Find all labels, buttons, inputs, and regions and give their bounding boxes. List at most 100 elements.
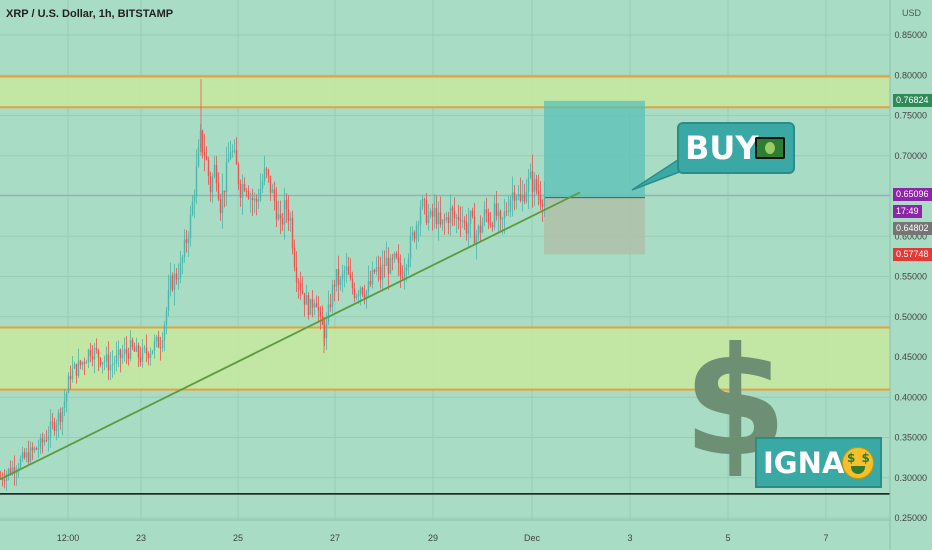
target-price-tag: 0.76824	[893, 94, 932, 107]
y-tick-label: 0.50000	[894, 312, 927, 322]
candle-body	[63, 401, 66, 408]
candle-body	[185, 239, 188, 243]
candle-body	[51, 421, 54, 423]
candle-body	[477, 225, 480, 236]
candle-body	[47, 436, 50, 441]
candle-body	[397, 257, 400, 264]
candle-body	[507, 211, 510, 213]
candle-body	[77, 360, 80, 376]
candle-body	[55, 424, 58, 431]
candle-body	[149, 353, 152, 359]
candle-body	[115, 354, 118, 364]
candle-body	[481, 222, 484, 233]
candle-body	[169, 275, 172, 290]
candle-body	[371, 269, 374, 285]
candle-body	[145, 347, 148, 354]
candle-body	[377, 267, 380, 269]
x-axis: 12:00 23 25 27 29 Dec 3 5 7	[0, 519, 890, 543]
x-tick-label: 29	[428, 533, 438, 543]
candle-body	[365, 290, 368, 300]
candle-body	[275, 200, 278, 220]
x-tick-label: 23	[136, 533, 146, 543]
candle-body	[315, 303, 318, 308]
candle-body	[65, 392, 68, 402]
candle-body	[387, 257, 390, 274]
candle-body	[107, 354, 110, 371]
candle-body	[445, 217, 448, 221]
candle-body	[231, 151, 234, 153]
candle-body	[21, 452, 24, 459]
candle-body	[209, 175, 212, 193]
candle-body	[227, 158, 230, 163]
candle-body	[373, 269, 376, 273]
candle-body	[123, 349, 126, 355]
candle-body	[467, 224, 470, 234]
trendline-layer[interactable]	[0, 191, 581, 481]
candle-body	[525, 191, 528, 202]
candle-body	[133, 347, 136, 352]
candle-body	[39, 438, 42, 449]
candle-body	[493, 203, 496, 228]
profit-zone	[544, 100, 645, 198]
position-box[interactable]	[544, 100, 691, 255]
candle-body	[37, 448, 40, 450]
candle-body	[129, 339, 132, 359]
x-tick-label: 5	[725, 533, 730, 543]
candle-body	[201, 130, 204, 153]
candle-body	[35, 447, 38, 450]
candle-body	[395, 253, 398, 258]
candle-body	[59, 412, 62, 422]
candle-body	[203, 152, 206, 157]
candle-body	[461, 220, 464, 222]
candle-body	[317, 307, 320, 311]
candle-body	[367, 280, 370, 291]
candle-body	[443, 219, 446, 221]
candle-body	[113, 363, 116, 365]
candle-body	[515, 196, 518, 201]
candle-body	[53, 422, 56, 431]
candle-body	[335, 268, 338, 287]
candle-body	[33, 447, 36, 451]
candle-body	[407, 258, 410, 268]
candle-body	[323, 324, 326, 339]
candle-body	[279, 214, 282, 219]
candle-body	[127, 353, 130, 359]
candle-body	[425, 200, 428, 224]
candle-body	[211, 176, 214, 193]
x-tick-label: 12:00	[57, 533, 80, 543]
candle-body	[541, 204, 544, 207]
candle-body	[429, 211, 432, 216]
candle-body	[217, 183, 220, 200]
candle-body	[513, 192, 516, 201]
candle-body	[61, 407, 64, 422]
current-price-tag: 0.65096	[893, 188, 932, 201]
candle-body	[161, 340, 164, 348]
y-tick-label: 0.60000	[894, 231, 927, 241]
candle-body	[421, 199, 424, 208]
candle-body	[93, 347, 96, 360]
candle-body	[535, 179, 538, 191]
candle-body	[537, 190, 540, 195]
candle-body	[457, 217, 460, 220]
candle-body	[223, 190, 226, 193]
candle-body	[181, 257, 184, 263]
candle-body	[23, 452, 26, 458]
candle-body	[339, 279, 342, 286]
candle-body	[417, 224, 420, 226]
candle-body	[119, 349, 122, 359]
candle-body	[447, 217, 450, 224]
candle-body	[147, 353, 150, 359]
candle-body	[451, 207, 454, 212]
candle-body	[11, 467, 14, 474]
candle-body	[359, 287, 362, 295]
candle-body	[375, 267, 378, 273]
candle-body	[43, 439, 46, 443]
candle-body	[465, 222, 468, 234]
candle-body	[501, 218, 504, 220]
candle-body	[357, 294, 360, 297]
candles-layer	[0, 79, 546, 491]
candle-body	[431, 211, 434, 217]
y-tick-label: 0.30000	[894, 473, 927, 483]
candle-body	[473, 216, 476, 244]
